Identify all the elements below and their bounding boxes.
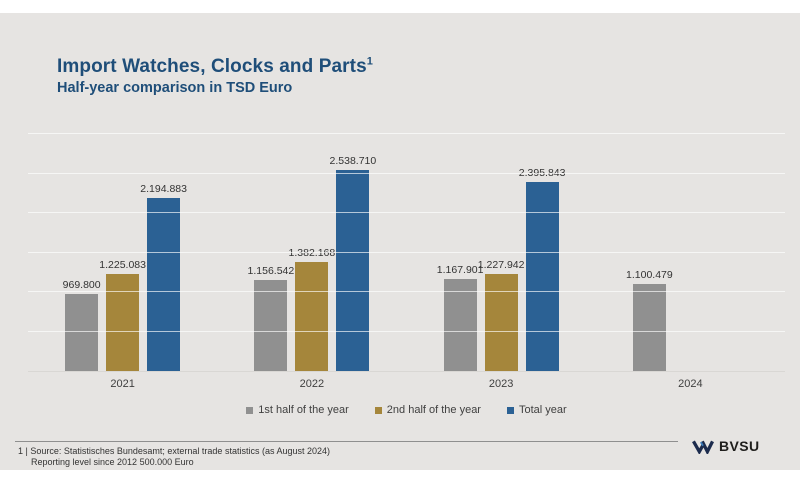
gridline-2500000	[28, 172, 785, 174]
x-axis-label-2024: 2024	[678, 378, 703, 390]
footer-divider	[15, 441, 678, 442]
bvsu-logo-text: BVSU	[719, 438, 760, 454]
footnote-line-1: 1 | Source: Statistisches Bundesamt; ext…	[18, 446, 330, 456]
bar-value-label-2022-s2: 1.382.168	[288, 246, 336, 259]
page-subtitle: Half-year comparison in TSD Euro	[57, 80, 293, 96]
bar-2022-total-year	[336, 170, 370, 371]
bars-2024: 1.100.479	[596, 134, 785, 371]
bar-value-label-2022-s3: 2.538.710	[329, 155, 377, 168]
legend-swatch-icon	[506, 406, 514, 414]
gridline-1000000	[28, 291, 785, 293]
bar-cell-2021-s3: 2.194.883	[140, 134, 187, 371]
bar-cell-2021-s1: 969.800	[62, 134, 101, 371]
bar-2023-total-year	[525, 181, 559, 371]
legend-label: Total year	[518, 404, 567, 416]
bar-value-label-2024-s1: 1.100.479	[626, 269, 673, 282]
bar-value-label-2021-s2: 1.225.083	[99, 259, 146, 272]
page-title: Import Watches, Clocks and Parts1	[57, 55, 373, 78]
bar-cell-2024-s1: 1.100.479	[626, 134, 673, 371]
bar-cell-2024-s3	[715, 134, 748, 371]
gridline-3000000	[28, 133, 785, 134]
bar-2024-1st-half-of-the-year	[632, 284, 666, 371]
legend-label: 2nd half of the year	[386, 404, 481, 416]
x-axis-label-2023: 2023	[488, 378, 514, 390]
bar-cell-2023-s1: 1.167.901	[437, 134, 483, 371]
bar-2022-2nd-half-of-the-year	[295, 261, 329, 371]
x-axis-label-2022: 2022	[299, 378, 325, 390]
page-title-text: Import Watches, Clocks and Parts	[57, 56, 367, 77]
bar-cell-2022-s2: 1.382.168	[289, 134, 335, 371]
legend-swatch-icon	[246, 406, 254, 414]
bars-2021: 969.800 1.225.083 2.194.883	[28, 134, 217, 371]
bar-group-2024: 1.100.479 2024	[596, 134, 785, 390]
legend-label: 1st half of the year	[258, 404, 349, 416]
bar-value-label-2022-s1: 1.156.542	[247, 264, 295, 277]
bvsu-logo-icon	[692, 440, 714, 454]
bars-2023: 1.167.901 1.227.942 2.395.843	[407, 134, 596, 371]
bar-cell-2022-s1: 1.156.542	[248, 134, 294, 371]
bar-group-2021: 969.800 1.225.083 2.194.883 2021	[28, 134, 217, 390]
bar-groups: 969.800 1.225.083 2.194.883 2021 1.156.542 1.…	[28, 134, 785, 390]
bvsu-logo: BVSU	[692, 438, 760, 454]
bar-value-label-2021-s1: 969.800	[62, 279, 101, 292]
footnote: 1 | Source: Statistisches Bundesamt; ext…	[18, 446, 330, 468]
slide: Import Watches, Clocks and Parts1 Half-y…	[0, 13, 800, 470]
bar-group-2023: 1.167.901 1.227.942 2.395.843 2023	[407, 134, 596, 390]
bar-cell-2024-s2	[674, 134, 707, 371]
bars-2022: 1.156.542 1.382.168 2.538.710	[217, 134, 406, 371]
bar-cell-2022-s3: 2.538.710	[330, 134, 376, 371]
bar-2023-2nd-half-of-the-year	[484, 274, 518, 371]
gridline-2000000	[28, 212, 785, 214]
bar-2023-1st-half-of-the-year	[443, 278, 477, 371]
title-block: Import Watches, Clocks and Parts1 Half-y…	[57, 55, 373, 97]
bar-group-2022: 1.156.542 1.382.168 2.538.710 2022	[217, 134, 406, 390]
bar-2021-1st-half-of-the-year	[65, 294, 99, 371]
bar-2021-2nd-half-of-the-year	[106, 274, 140, 371]
footnote-line-2: Reporting level since 2012 500.000 Euro	[31, 457, 194, 467]
bar-chart: 969.800 1.225.083 2.194.883 2021 1.156.542 1.…	[28, 133, 785, 390]
bar-2021-total-year	[147, 197, 181, 371]
legend-swatch-icon	[374, 406, 382, 414]
bar-cell-2023-s2: 1.227.942	[478, 134, 524, 371]
bar-2022-1st-half-of-the-year	[254, 279, 288, 371]
legend-item-3: Total year	[506, 404, 567, 416]
bar-value-label-2023-s1: 1.167.901	[436, 263, 484, 276]
x-axis-label-2021: 2021	[110, 378, 135, 390]
bar-value-label-2023-s2: 1.227.942	[477, 259, 525, 271]
gridline-1500000	[28, 251, 785, 253]
title-footnote-marker: 1	[366, 55, 373, 68]
bar-value-label-2021-s3: 2.194.883	[140, 182, 187, 195]
chart-legend: 1st half of the year 2nd half of the year…	[28, 404, 785, 416]
gridline-500000	[28, 330, 785, 332]
legend-item-2: 2nd half of the year	[374, 404, 481, 416]
bar-cell-2021-s2: 1.225.083	[99, 134, 146, 371]
bar-cell-2023-s3: 2.395.843	[519, 134, 565, 371]
legend-item-1: 1st half of the year	[246, 404, 349, 416]
